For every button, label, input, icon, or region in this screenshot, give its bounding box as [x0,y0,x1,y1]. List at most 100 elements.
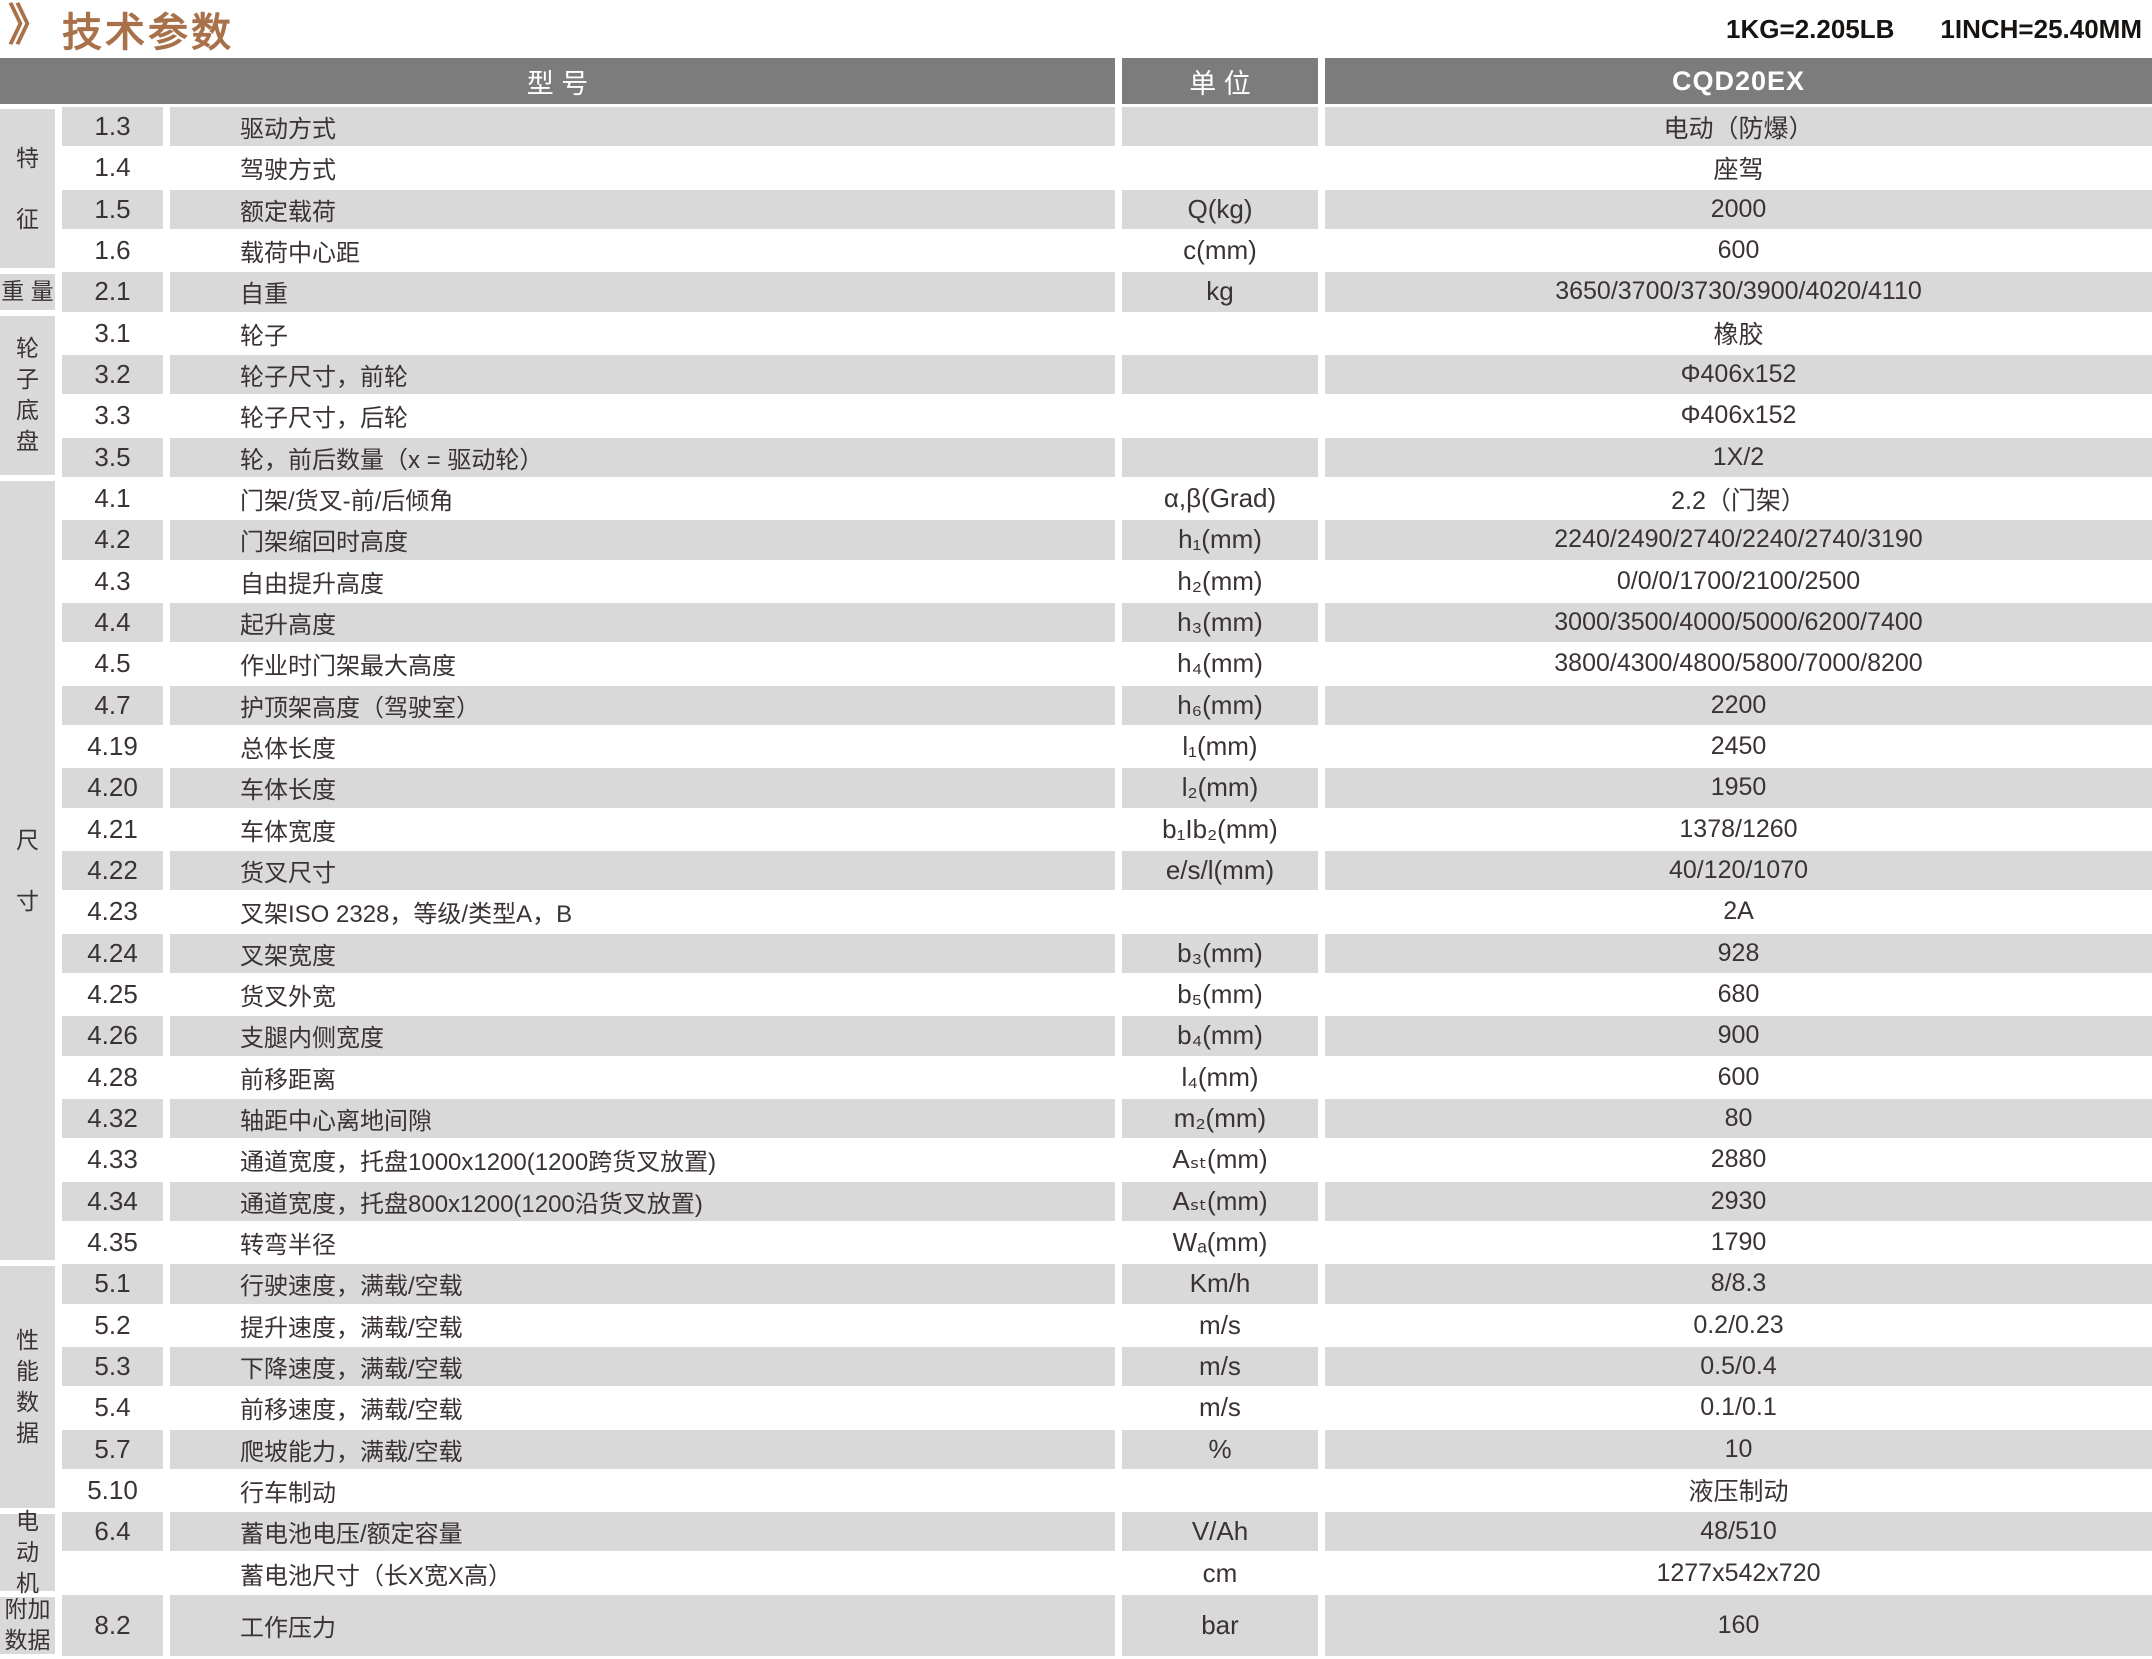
row-value: 0.2/0.23 [1693,1310,1784,1339]
row-unit [1122,436,1318,478]
row-code: 4.19 [87,731,138,762]
row-desc: 车体长度 [170,767,1115,809]
row-value: 液压制动 [1688,1478,1789,1507]
row-desc: 行车制动 [240,1479,336,1507]
row-code: 4.32 [62,1097,163,1140]
row-value: 2000 [1325,188,2152,230]
category-label-line: 据 [16,1420,39,1447]
row-desc: 叉架ISO 2328，等级/类型A，B [240,901,573,929]
category-label-line: 电 [16,1507,39,1534]
row-desc: 载荷中心距 [240,240,360,268]
row-code: 5.1 [62,1263,163,1305]
row-desc: 门架/货叉-前/后倾角 [240,488,454,516]
header-unit-column: 单 位 [1122,58,1318,104]
row-desc: 总体长度 [240,736,336,764]
page-title: 技术参数 [62,11,234,55]
row-desc: 作业时门架最大高度 [240,653,456,681]
row-unit: cm [1202,1557,1238,1588]
row-desc: 蓄电池尺寸（长X宽X高） [240,1562,513,1590]
row-unit: m₂(mm) [1122,1097,1318,1140]
row-code [62,1552,163,1593]
category-label-line: 尺 [16,826,39,853]
row-unit: bar [1122,1593,1318,1657]
row-unit: h₆(mm) [1122,684,1318,726]
row-desc: 叉架宽度 [170,932,1115,974]
category-label-line: 附加 [4,1596,51,1623]
row-code: 3.2 [62,353,163,396]
row-unit: Q(kg) [1122,188,1318,230]
row-value: 1277x542x720 [1656,1558,1821,1587]
row-code: 4.21 [87,813,138,844]
row-value: 600 [1717,1062,1760,1091]
row-desc: 护顶架高度（驾驶室） [170,684,1115,726]
row-code: 1.5 [62,188,163,230]
row-unit: Km/h [1122,1263,1318,1305]
double-chevron-icon: 》 [8,1,52,50]
row-unit: Aₛₜ(mm) [1122,1180,1318,1222]
row-desc: 门架缩回时高度 [170,519,1115,561]
row-desc: 货叉尺寸 [170,849,1115,892]
row-value: 2450 [1710,732,1767,761]
category-cell: 特征 [0,109,55,269]
row-code: 4.5 [94,648,131,679]
row-value: 1X/2 [1325,436,2152,478]
row-code: 4.3 [94,565,131,596]
page-title-wrap: 》 技术参数 [8,0,234,58]
row-value: 3000/3500/4000/5000/6200/7400 [1325,601,2152,644]
row-unit: b₄(mm) [1122,1015,1318,1057]
row-code: 3.5 [62,436,163,478]
category-label-line: 机 [16,1569,39,1596]
spec-table: 型 号 单 位 CQD20EX 特征 1.3 驱动方式 电动（防爆） 1.4 驾驶方式 座驾… [0,58,2152,1657]
row-code: 4.24 [62,932,163,974]
row-desc: 前移距离 [240,1066,336,1094]
row-desc: 轮，前后数量（x = 驱动轮） [170,436,1115,478]
category-label-line: 数 [16,1389,39,1416]
row-desc: 行驶速度，满载/空载 [170,1263,1115,1305]
category-cell: 电动机 [0,1508,55,1596]
row-desc: 工作压力 [170,1593,1115,1657]
row-unit: b₁Ib₂(mm) [1162,813,1278,844]
row-desc: 自由提升高度 [240,570,384,598]
row-unit: α,β(Grad) [1163,483,1277,514]
row-value: 8/8.3 [1325,1263,2152,1305]
row-desc: 支腿内侧宽度 [170,1015,1115,1057]
category-label-line: 征 [16,205,39,232]
row-code: 4.20 [62,767,163,809]
row-code: 4.23 [87,896,138,927]
row-desc: 转弯半径 [240,1232,336,1260]
inch-conversion-label: 1INCH=25.40MM [1940,13,2142,44]
row-value: 10 [1325,1428,2152,1470]
row-unit: Aₛₜ(mm) [1172,1144,1268,1175]
category-label-line: 寸 [16,887,39,914]
row-code: 4.26 [62,1015,163,1057]
row-desc: 提升速度，满载/空载 [240,1314,463,1342]
row-value: 928 [1325,932,2152,974]
row-code: 4.1 [94,483,131,514]
category-cell: 轮子底盘 [0,315,55,475]
row-value: Φ406x152 [1680,401,1797,430]
row-value: 680 [1717,980,1760,1009]
row-code: 5.3 [62,1345,163,1388]
row-value: 160 [1325,1593,2152,1657]
row-unit: m/s [1199,1309,1241,1340]
row-desc: 驱动方式 [170,106,1115,148]
row-unit: l₄(mm) [1181,1061,1259,1092]
row-desc: 轮子尺寸，前轮 [170,353,1115,396]
row-desc: 通道宽度，托盘800x1200(1200沿货叉放置) [170,1180,1115,1222]
row-value: 2200 [1325,684,2152,726]
row-desc: 前移速度，满载/空载 [240,1397,463,1425]
category-label-line: 能 [16,1358,39,1385]
row-desc: 蓄电池电压/额定容量 [170,1511,1115,1553]
row-code: 6.4 [62,1511,163,1553]
row-code: 1.6 [94,235,131,266]
category-label-line: 重 量 [1,278,54,305]
row-value: 3800/4300/4800/5800/7000/8200 [1554,649,1923,678]
row-unit [1122,353,1318,396]
row-unit [1122,106,1318,148]
row-code: 5.4 [94,1392,131,1423]
header-value-column: CQD20EX [1325,58,2152,104]
row-value: 1950 [1325,767,2152,809]
kg-conversion-label: 1KG=2.205LB [1726,13,1895,44]
row-value: 2240/2490/2740/2240/2740/3190 [1325,519,2152,561]
row-code: 4.7 [62,684,163,726]
